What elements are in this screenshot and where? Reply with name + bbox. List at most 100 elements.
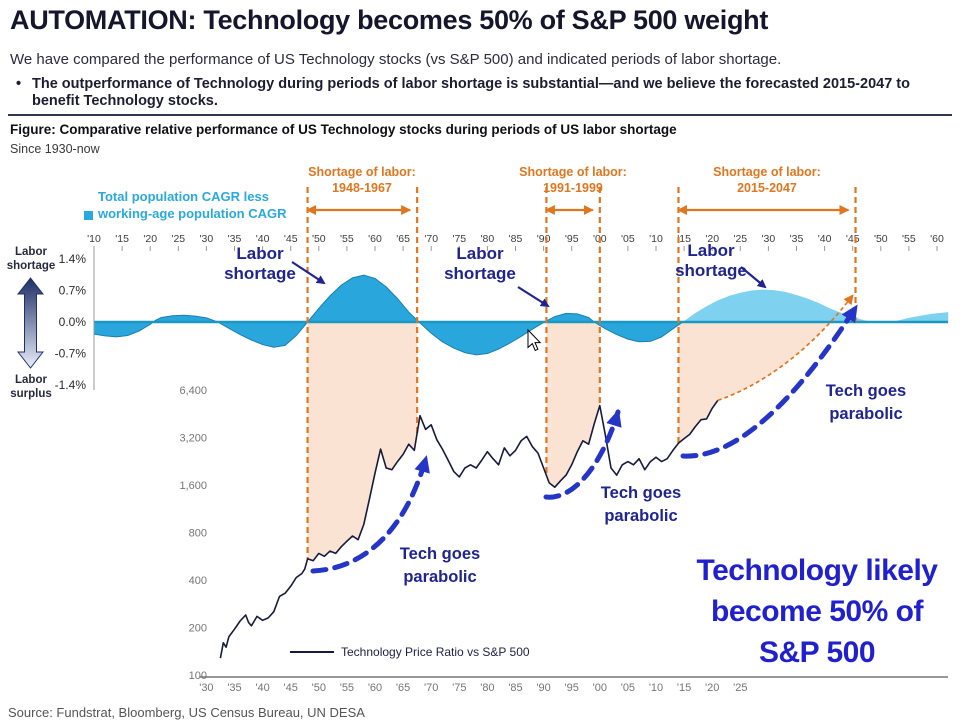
svg-text:'70: '70: [424, 233, 438, 245]
labor-pointer-1: [291, 261, 326, 285]
page-title: AUTOMATION: Technology becomes 50% of S&…: [10, 5, 769, 35]
shortage-period-label-3: Shortage of labor: 2015-2047: [697, 164, 837, 197]
shortage-surplus-arrow-icon: [17, 277, 44, 369]
shortage-years: 2015-2047: [737, 181, 797, 196]
labor-shortage-note-1: Labor shortage: [224, 244, 296, 283]
svg-text:'25: '25: [733, 233, 747, 245]
svg-text:'50: '50: [312, 233, 326, 245]
svg-text:0.7%: 0.7%: [59, 284, 87, 298]
population-legend: Total population CAGR less working-age p…: [98, 189, 287, 223]
svg-text:'55: '55: [340, 682, 354, 694]
svg-text:'25: '25: [171, 233, 185, 245]
labor-pointer-3: [740, 266, 767, 289]
svg-text:'95: '95: [565, 682, 579, 694]
svg-text:'45: '45: [284, 233, 298, 245]
population-legend-line2: working-age population CAGR: [98, 205, 287, 221]
svg-text:-1.4%: -1.4%: [55, 378, 87, 392]
labor-shortage-note-3: Labor shortage: [675, 241, 747, 280]
svg-text:'55: '55: [902, 233, 916, 245]
subtitle: We have compared the performance of US T…: [10, 51, 782, 68]
header-divider: [8, 114, 952, 116]
population-cagr-area: [93, 274, 949, 356]
svg-text:'85: '85: [509, 233, 523, 245]
shortage-title: Shortage of labor:: [519, 165, 627, 179]
svg-text:'15: '15: [115, 233, 129, 245]
shortage-years: 1991-1999: [543, 181, 603, 196]
svg-text:'75: '75: [452, 682, 466, 694]
svg-text:'30: '30: [200, 233, 214, 245]
svg-text:0.0%: 0.0%: [59, 315, 87, 329]
shortage-period-label-1: Shortage of labor: 1948-1967: [292, 164, 432, 197]
shortage-shaded-bands: [307, 322, 833, 561]
axes: 1.4% 0.7% 0.0% -0.7% -1.4% '10 '15 '20 '25 '30 '35…: [55, 233, 948, 694]
price-ratio-line: [219, 294, 854, 659]
svg-text:'05: '05: [621, 233, 635, 245]
figure-subcaption: Since 1930-now: [10, 142, 100, 156]
svg-text:100: 100: [189, 670, 207, 682]
svg-text:'25: '25: [733, 682, 747, 694]
labor-shortage-note-2: Labor shortage: [444, 244, 516, 283]
svg-text:'95: '95: [565, 233, 579, 245]
svg-text:1.4%: 1.4%: [59, 252, 87, 266]
annotation-arrows: [291, 261, 859, 574]
shortage-years: 1948-1967: [332, 181, 392, 196]
price-line-swatch: [290, 651, 334, 653]
svg-text:'80: '80: [481, 233, 495, 245]
svg-text:'10: '10: [87, 233, 101, 245]
tech-price-ratio-line: [219, 399, 719, 659]
labor-surplus-axis-label: Labor surplus: [10, 374, 52, 400]
svg-text:'85: '85: [508, 682, 522, 694]
svg-text:'65: '65: [396, 682, 410, 694]
svg-text:'10: '10: [649, 233, 663, 245]
svg-text:'40: '40: [818, 233, 832, 245]
bullet-text: The outperformance of Technology during …: [32, 76, 910, 110]
svg-text:200: 200: [189, 623, 207, 635]
shortage-band-2: [546, 322, 600, 488]
svg-text:'80: '80: [480, 682, 494, 694]
svg-text:'60: '60: [368, 233, 382, 245]
tech-arrow-1: [310, 455, 430, 574]
figure-caption: Figure: Comparative relative performance…: [10, 122, 677, 137]
svg-text:'50: '50: [874, 233, 888, 245]
wave-forecast: [684, 289, 949, 323]
svg-text:'05: '05: [621, 682, 635, 694]
shortage-band-3: [678, 322, 833, 444]
tech-parabolic-note-1: Tech goes parabolic: [399, 545, 481, 587]
shortage-band-1: [307, 322, 418, 561]
mouse-cursor: [527, 328, 542, 352]
svg-text:'35: '35: [228, 233, 242, 245]
svg-text:'35: '35: [790, 233, 804, 245]
svg-text:3,200: 3,200: [179, 433, 207, 445]
svg-text:'35: '35: [227, 682, 241, 694]
svg-text:'70: '70: [424, 682, 438, 694]
price-legend-label: Technology Price Ratio vs S&P 500: [341, 645, 530, 659]
svg-text:'60: '60: [930, 233, 944, 245]
svg-text:400: 400: [189, 575, 207, 587]
population-legend-line1: Total population CAGR less: [98, 189, 269, 204]
svg-text:'45: '45: [284, 682, 298, 694]
svg-text:'40: '40: [256, 233, 270, 245]
bullet-point: • The outperformance of Technology durin…: [14, 76, 930, 110]
svg-text:'30: '30: [199, 682, 213, 694]
svg-text:'45: '45: [846, 233, 860, 245]
legend-square-icon: [84, 211, 93, 220]
svg-text:'15: '15: [677, 682, 691, 694]
svg-text:'40: '40: [255, 682, 269, 694]
labor-pointer-2: [517, 286, 550, 308]
source-line: Source: Fundstrat, Bloomberg, US Census …: [8, 705, 365, 720]
svg-text:'00: '00: [593, 682, 607, 694]
svg-text:800: 800: [189, 528, 207, 540]
svg-text:1,600: 1,600: [179, 480, 207, 492]
shortage-dashed-lines: [306, 187, 857, 559]
svg-text:'20: '20: [143, 233, 157, 245]
svg-text:'60: '60: [368, 682, 382, 694]
svg-text:'10: '10: [649, 682, 663, 694]
svg-text:'20: '20: [705, 682, 719, 694]
cursor-arrow-icon: [527, 328, 542, 352]
svg-text:'30: '30: [762, 233, 776, 245]
price-legend: Technology Price Ratio vs S&P 500: [290, 645, 530, 659]
svg-text:'75: '75: [452, 233, 466, 245]
tech-arrow-3: [680, 304, 859, 459]
svg-text:'20: '20: [705, 233, 719, 245]
